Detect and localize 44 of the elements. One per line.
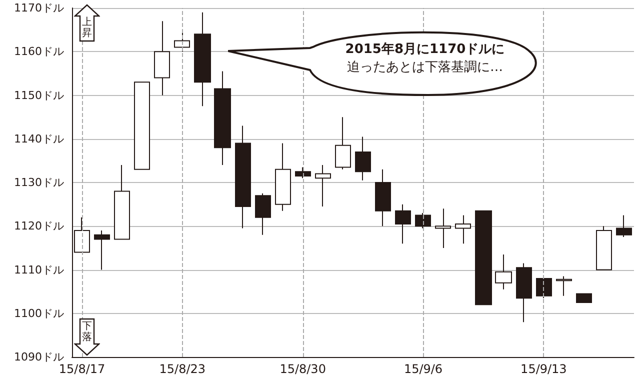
candlestick [556, 276, 572, 296]
y-tick-label: 1090ドル [14, 350, 64, 364]
candlestick [536, 278, 552, 299]
candlestick [355, 136, 371, 181]
candlestick [375, 168, 391, 227]
candlestick [576, 293, 592, 303]
candlestick [255, 192, 271, 236]
candlestick [134, 82, 150, 170]
x-tick-label: 15/8/30 [280, 362, 326, 376]
x-tick-label: 15/8/17 [58, 362, 106, 376]
y-tick-label: 1150ドル [14, 88, 64, 102]
candlestick [194, 12, 211, 107]
annotation: 迫ったあとは下落基調に… [346, 59, 504, 77]
candlestick [214, 70, 231, 166]
x-tick-label: 15/9/13 [520, 362, 567, 376]
x-tick-label: 15/8/23 [159, 362, 206, 376]
candlestick [154, 20, 170, 96]
candlestick [415, 212, 431, 229]
y-tick-label: 1110ドル [14, 263, 64, 276]
candlestick [114, 164, 130, 240]
candlestick [475, 210, 492, 306]
candlestick [275, 142, 291, 212]
annotation: 2015年8月に1170ドルに [344, 41, 506, 59]
candlestick [596, 226, 612, 270]
candlestick [235, 125, 251, 229]
candlestick [94, 230, 110, 270]
candlestick [295, 166, 311, 179]
y-tick-label: 1120ドル [14, 220, 64, 233]
y-tick-label: 1160ドル [14, 45, 64, 58]
y-tick-label: 1140ドル [14, 132, 64, 146]
annotation: 下落 [81, 321, 93, 343]
candlestick [455, 214, 471, 244]
y-tick-label: 1130ドル [14, 176, 64, 189]
candlestick [395, 204, 411, 244]
candlestick [495, 254, 512, 290]
candlestick [435, 208, 451, 248]
annotation: 上昇 [81, 17, 93, 39]
y-tick-label: 1100ドル [14, 306, 64, 320]
x-tick-label: 15/9/6 [404, 362, 443, 376]
y-tick-label: 1170ドル [14, 2, 64, 14]
candlestick [315, 164, 331, 207]
candlestick [335, 116, 351, 170]
candlestick [516, 262, 532, 323]
candlestick [616, 214, 632, 238]
